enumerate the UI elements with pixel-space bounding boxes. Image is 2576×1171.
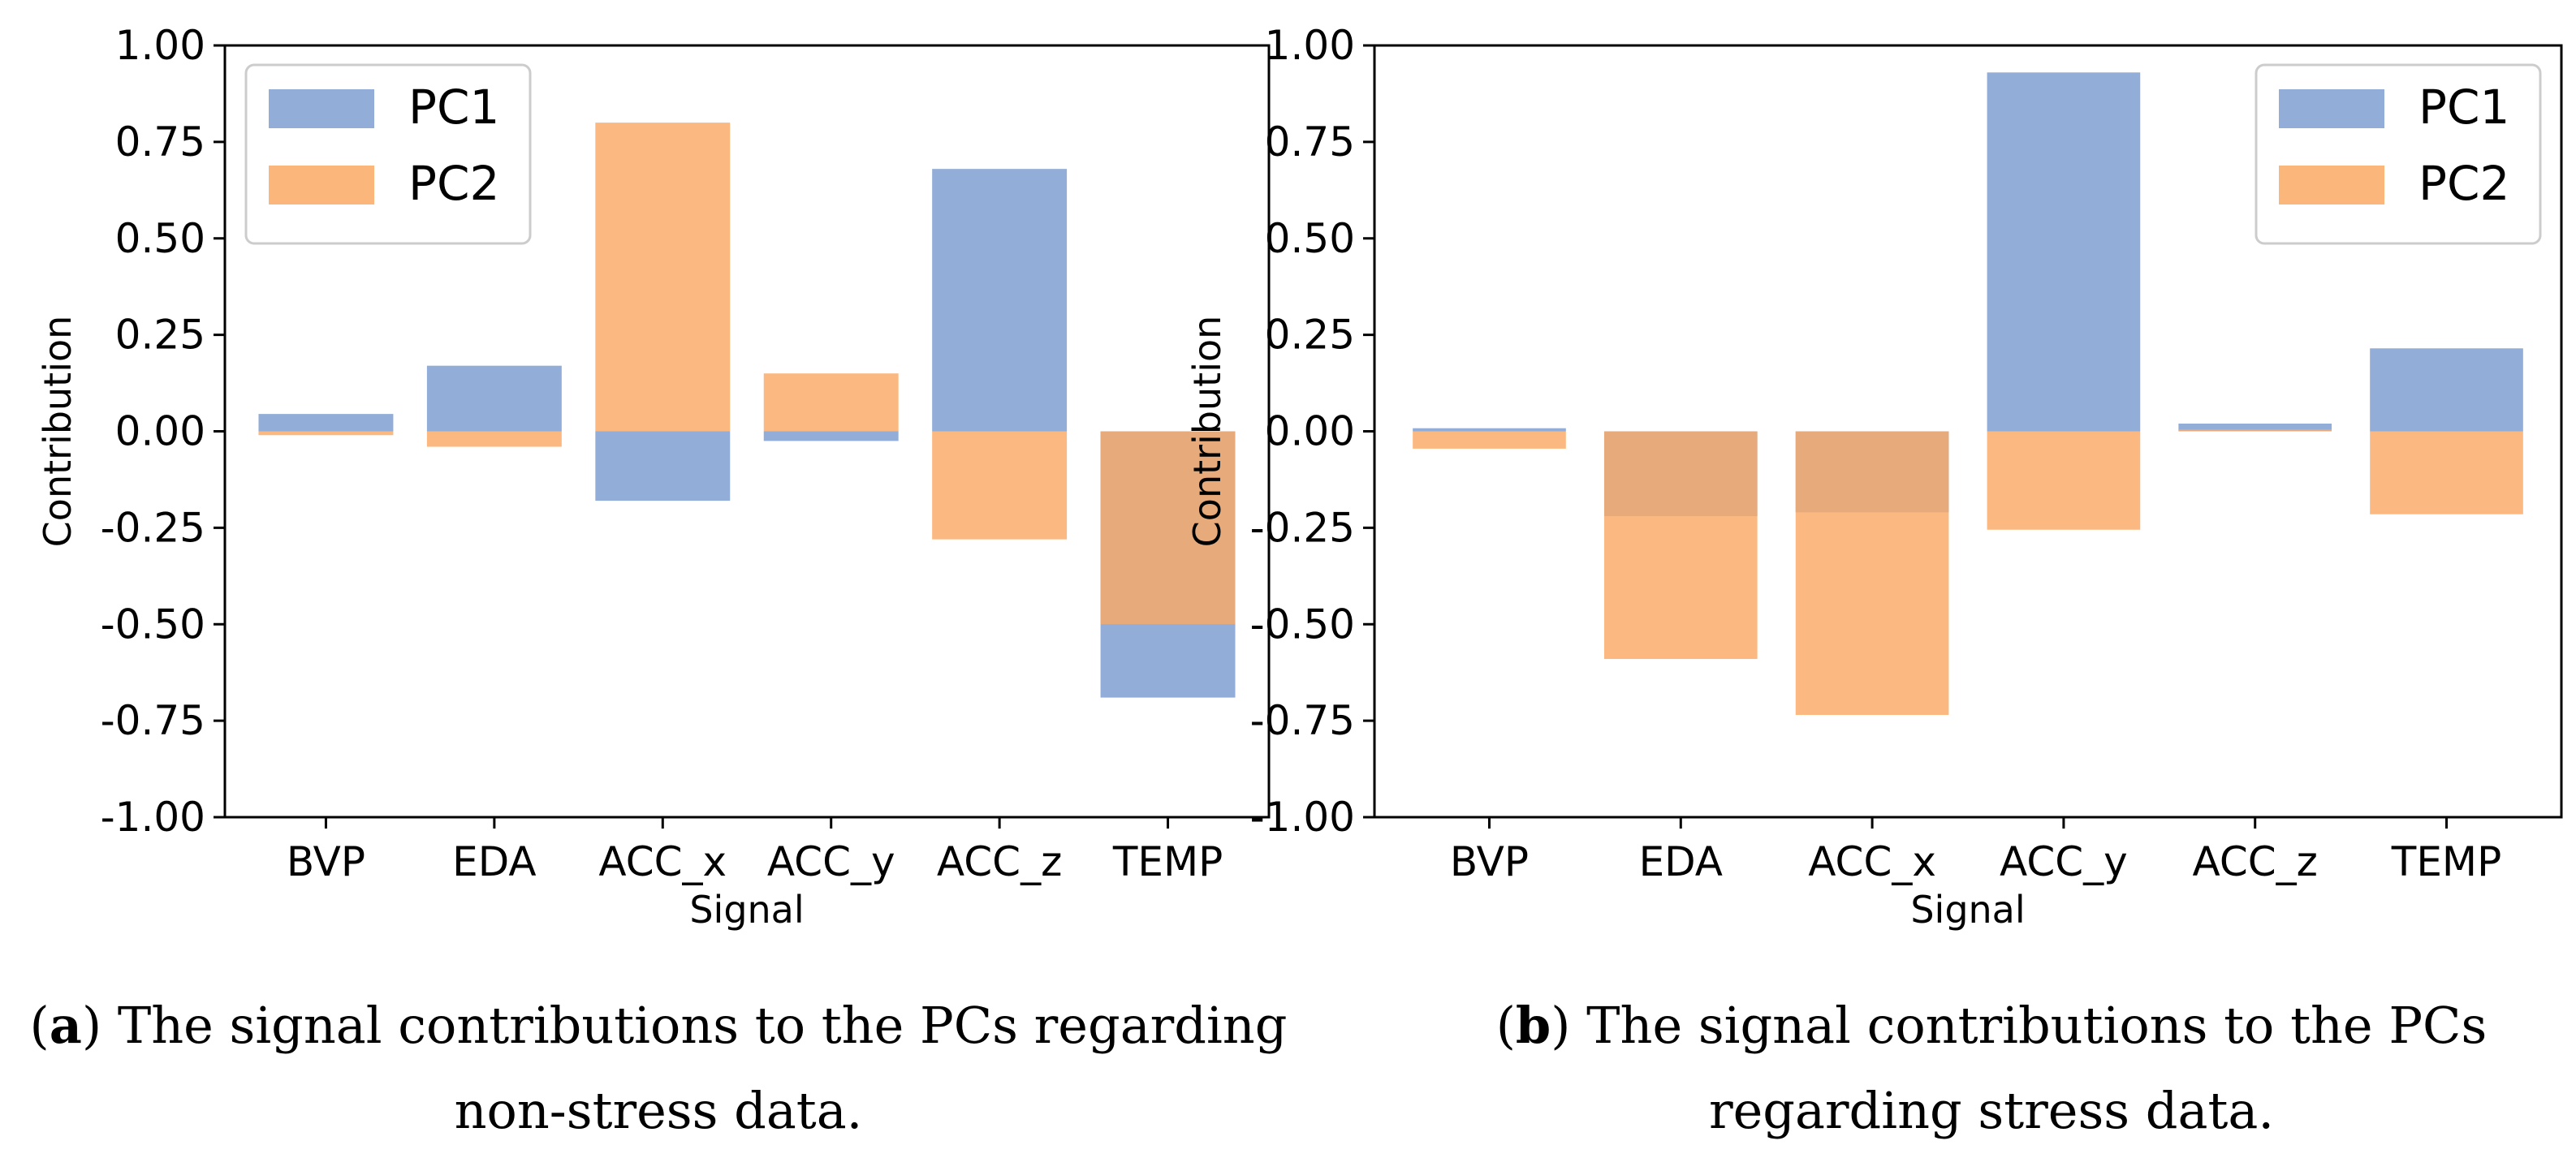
bar-pc2-acc_x xyxy=(595,123,731,432)
y-axis-title: Contribution xyxy=(1185,316,1229,548)
bar-pc1-acc_x xyxy=(595,431,731,502)
x-tick-label: ACC_z xyxy=(937,838,1062,885)
bar-pc1-acc_z xyxy=(932,169,1068,432)
bar-pc2-bvp xyxy=(258,431,394,436)
y-tick-label: 0.25 xyxy=(115,312,205,359)
chart-panel-a: 1.00 0.75 0.50 0.25 0.00 -0.25 -0.50 -0.75 -1.00… xyxy=(30,22,1288,1140)
bar-pc2-acc_z xyxy=(932,431,1068,540)
x-axis-title: Signal xyxy=(689,888,804,932)
bar-pc2-acc_y xyxy=(763,373,899,432)
y-tick-label: 0.75 xyxy=(115,118,205,166)
x-tick-label: BVP xyxy=(287,838,365,885)
bar-pc2-temp xyxy=(1100,431,1236,625)
bar-pc1-acc_y xyxy=(763,431,899,441)
legend-swatch-pc2 xyxy=(2279,166,2384,204)
caption-panel-label: b xyxy=(1516,996,1551,1055)
x-tick-label: ACC_y xyxy=(2000,838,2128,885)
x-tick-label: ACC_x xyxy=(598,838,727,885)
y-tick-label: -0.75 xyxy=(101,697,205,744)
x-tick-label: TEMP xyxy=(2391,838,2501,885)
bar-pc2-eda xyxy=(426,431,562,447)
x-axis-title: Signal xyxy=(1910,888,2025,932)
caption-line-2: regarding stress data. xyxy=(1709,1081,2274,1140)
legend-swatch-pc1 xyxy=(2279,89,2384,128)
bar-pc1-eda xyxy=(426,365,562,432)
y-tick-label: -0.75 xyxy=(1250,697,1355,744)
y-tick-label: 1.00 xyxy=(1265,22,1355,69)
legend-label-pc2: PC2 xyxy=(408,156,499,211)
caption-line-1: (b) The signal contributions to the PCs xyxy=(1496,996,2488,1055)
bar-pc2-eda xyxy=(1603,431,1758,660)
y-tick-label: -1.00 xyxy=(1250,794,1355,841)
y-tick-label: 0.50 xyxy=(115,215,205,262)
y-tick-label: 0.50 xyxy=(1265,215,1355,262)
y-tick-label: 0.00 xyxy=(1265,408,1355,455)
y-tick-label: 0.00 xyxy=(115,408,205,455)
bar-pc2-acc_x xyxy=(1795,431,1949,715)
bar-pc1-acc_z xyxy=(2178,423,2332,432)
y-tick-label: 0.75 xyxy=(1265,118,1355,166)
legend-label-pc1: PC1 xyxy=(2419,80,2509,135)
y-axis-title: Contribution xyxy=(36,316,80,548)
legend-label-pc2: PC2 xyxy=(2419,156,2509,211)
bar-pc1-temp xyxy=(2370,348,2523,432)
x-tick-label: EDA xyxy=(452,838,536,885)
x-tick-label: EDA xyxy=(1639,838,1723,885)
legend-label-pc1: PC1 xyxy=(408,80,499,135)
bar-pc2-temp xyxy=(2370,431,2523,514)
x-tick-label: BVP xyxy=(1450,838,1529,885)
y-tick-label: -0.50 xyxy=(101,601,205,648)
chart-panel-b: 1.00 0.75 0.50 0.25 0.00 -0.25 -0.50 -0.75 -1.00… xyxy=(1185,22,2563,1140)
caption-line-2: non-stress data. xyxy=(455,1081,863,1140)
x-tick-label: ACC_x xyxy=(1808,838,1936,885)
bar-pc2-bvp xyxy=(1413,431,1566,449)
x-tick-label: TEMP xyxy=(1112,838,1223,885)
x-tick-label: ACC_z xyxy=(2193,838,2318,885)
legend-swatch-pc2 xyxy=(269,166,374,204)
bar-pc1-bvp xyxy=(1413,428,1566,432)
y-tick-label: -0.25 xyxy=(1250,504,1355,551)
y-tick-label: -0.25 xyxy=(101,504,205,551)
y-tick-label: -1.00 xyxy=(101,794,205,841)
legend-swatch-pc1 xyxy=(269,89,374,128)
caption-line-1: (a) The signal contributions to the PCs … xyxy=(30,996,1288,1055)
y-tick-label: 1.00 xyxy=(115,22,205,69)
caption-panel-label: a xyxy=(50,996,82,1055)
y-tick-label: 0.25 xyxy=(1265,312,1355,359)
bar-pc1-acc_y xyxy=(1987,72,2141,432)
x-tick-label: ACC_y xyxy=(767,838,895,885)
bar-pc2-acc_y xyxy=(1987,431,2141,530)
bar-pc2-acc_z xyxy=(2178,429,2332,432)
bar-pc1-bvp xyxy=(258,414,394,432)
y-tick-label: -0.50 xyxy=(1250,601,1355,648)
